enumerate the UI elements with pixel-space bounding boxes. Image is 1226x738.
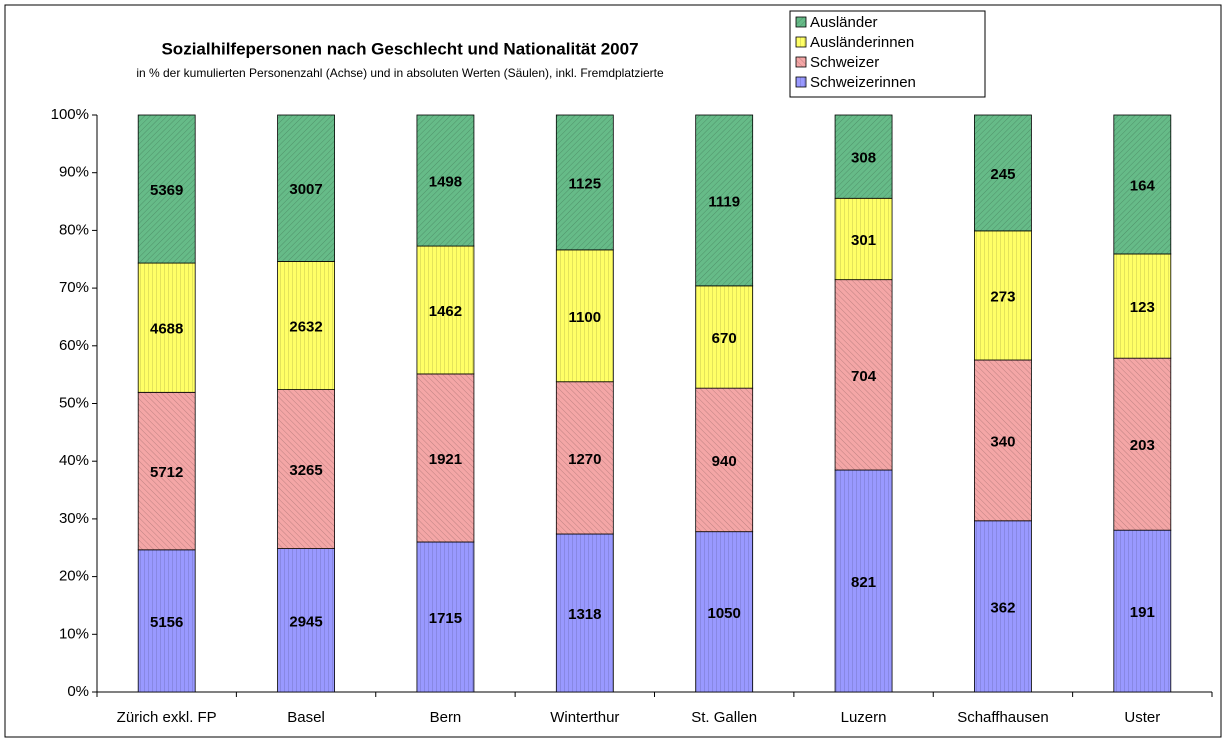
data-label: 4688 <box>150 321 183 338</box>
y-tick-label: 70% <box>59 279 89 296</box>
x-tick-label: St. Gallen <box>691 709 757 726</box>
y-tick-label: 60% <box>59 337 89 354</box>
bar-segment <box>137 114 196 264</box>
bar-segment <box>834 197 893 281</box>
data-label: 1125 <box>569 175 602 192</box>
data-label: 1498 <box>429 173 462 190</box>
data-label: 340 <box>990 433 1015 450</box>
data-label: 2945 <box>289 613 322 630</box>
data-label: 5712 <box>150 464 183 481</box>
data-label: 940 <box>712 453 737 470</box>
chart-frame <box>4 4 1222 738</box>
data-label: 3265 <box>289 462 322 479</box>
data-label: 5369 <box>150 182 183 199</box>
legend-label: Schweizerinnen <box>810 74 916 91</box>
bar-segment <box>555 249 614 383</box>
x-tick-label: Luzern <box>841 709 887 726</box>
bar-segment <box>974 114 1032 232</box>
data-label: 1270 <box>568 451 601 468</box>
bar-segment <box>137 391 196 551</box>
x-tick-label: Bern <box>430 709 462 726</box>
bar-segment <box>834 469 893 693</box>
bar-segment <box>416 245 475 375</box>
data-label: 1100 <box>569 309 602 326</box>
legend-label: Schweizer <box>810 54 879 71</box>
y-tick-label: 90% <box>59 164 89 181</box>
data-label: 1462 <box>429 303 462 320</box>
x-tick-label: Zürich exkl. FP <box>117 709 217 726</box>
data-label: 3007 <box>289 181 322 198</box>
chart-subtitle: in % der kumulierten Personenzahl (Achse… <box>136 66 664 80</box>
legend-swatch <box>795 36 807 48</box>
data-label: 308 <box>851 150 876 167</box>
data-label: 1715 <box>429 610 462 627</box>
bar-segment <box>1113 357 1172 531</box>
data-label: 1318 <box>568 606 601 623</box>
y-tick-label: 0% <box>67 683 89 700</box>
bar-segment <box>1113 529 1172 693</box>
legend-swatch <box>795 16 807 28</box>
data-label: 1921 <box>429 451 462 468</box>
bar-segment <box>277 114 335 262</box>
data-label: 362 <box>990 599 1015 616</box>
y-tick-label: 10% <box>59 625 89 642</box>
data-label: 203 <box>1130 437 1155 454</box>
data-label: 1050 <box>708 605 741 622</box>
legend-box <box>789 10 986 98</box>
y-tick-label: 100% <box>51 106 89 123</box>
bar-segment <box>277 261 335 390</box>
data-label: 821 <box>851 574 876 591</box>
bar-segment <box>137 549 196 693</box>
bar-segment <box>555 381 614 535</box>
bar-segment <box>555 114 614 251</box>
data-label: 704 <box>851 368 877 385</box>
bar-segment <box>695 114 754 287</box>
legend-swatch <box>795 76 807 88</box>
x-tick-label: Schaffhausen <box>957 709 1048 726</box>
y-tick-label: 50% <box>59 394 89 411</box>
bar-segment <box>416 114 475 247</box>
bar-segment <box>416 541 475 693</box>
bar-segment <box>416 373 475 543</box>
data-label: 5156 <box>150 614 183 631</box>
bar-segment <box>695 531 754 693</box>
data-label: 191 <box>1130 604 1155 621</box>
bar-segment <box>137 262 196 393</box>
bar-segment <box>277 548 335 693</box>
x-tick-label: Winterthur <box>550 709 619 726</box>
y-tick-label: 30% <box>59 510 89 527</box>
bar-segment <box>277 389 335 549</box>
legend-label: Ausländerinnen <box>810 34 914 51</box>
bar-segment <box>834 114 893 199</box>
data-label: 670 <box>712 330 737 347</box>
legend-swatch <box>795 56 807 68</box>
y-tick-label: 20% <box>59 568 89 585</box>
data-label: 1119 <box>708 193 740 210</box>
x-tick-label: Basel <box>287 709 325 726</box>
bar-segment <box>974 359 1032 522</box>
data-label: 273 <box>990 288 1015 305</box>
data-label: 123 <box>1130 299 1155 316</box>
y-tick-label: 40% <box>59 452 89 469</box>
bar-segment <box>1113 114 1172 255</box>
bar-segment <box>695 387 754 533</box>
legend-label: Ausländer <box>810 14 878 31</box>
bar-segment <box>834 279 893 471</box>
y-tick-label: 80% <box>59 221 89 238</box>
bar-segment <box>974 520 1032 693</box>
data-label: 2632 <box>289 318 322 335</box>
data-label: 245 <box>990 166 1015 183</box>
data-label: 164 <box>1130 177 1156 194</box>
x-tick-label: Uster <box>1124 709 1160 726</box>
bar-segment <box>974 230 1032 361</box>
chart-title: Sozialhilfepersonen nach Geschlecht und … <box>161 39 638 58</box>
data-label: 301 <box>851 232 876 249</box>
